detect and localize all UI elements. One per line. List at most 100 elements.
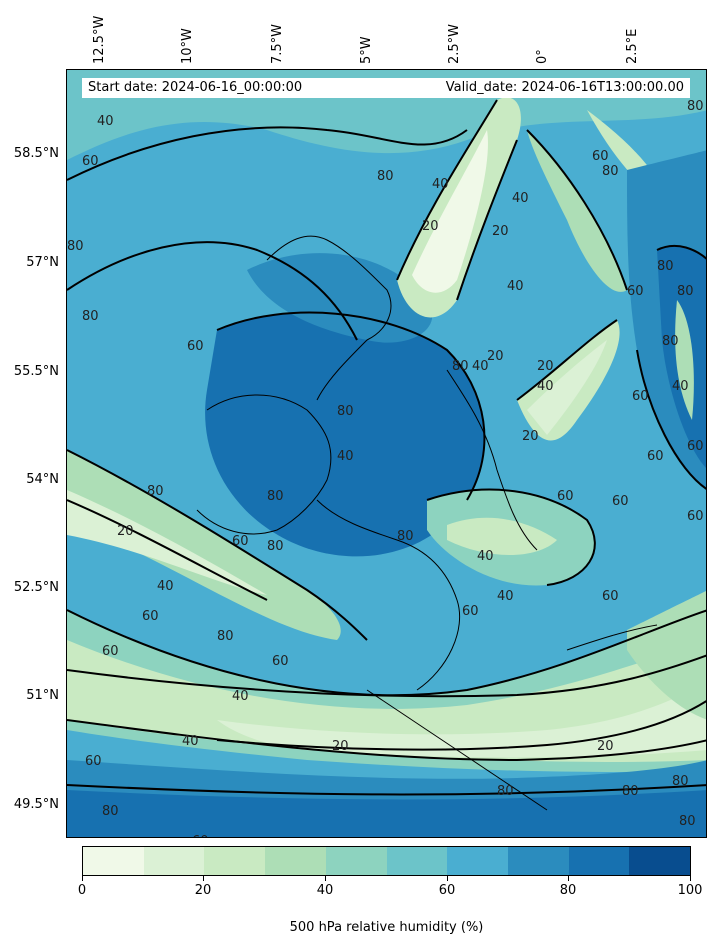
contour-label: 80 — [602, 164, 619, 179]
contour-label: 40 — [157, 579, 174, 594]
contour-label: 20 — [537, 359, 554, 374]
valid-date-label: Valid_date: 2024-06-16T13:00:00.00 — [445, 80, 684, 95]
colorbar-swatch — [204, 847, 266, 875]
colorbar-tick-label: 60 — [438, 883, 456, 898]
longitude-label: 7.5°W — [270, 23, 285, 64]
colorbar-tick-label: 40 — [316, 883, 334, 898]
contour-label: 60 — [272, 654, 289, 669]
contour-label: 60 — [557, 489, 574, 504]
contour-label: 80 — [67, 239, 84, 254]
contour-label: 80 — [397, 529, 414, 544]
latitude-label: 49.5°N — [13, 797, 59, 812]
contour-label: 60 — [592, 149, 609, 164]
contour-label: 60 — [82, 154, 99, 169]
contour-label: 80 — [267, 489, 284, 504]
contour-label: 40 — [512, 191, 529, 206]
contour-label: 60 — [602, 589, 619, 604]
contour-label: 40 — [432, 177, 449, 192]
colorbar-tick — [568, 876, 569, 881]
colorbar-tick — [82, 876, 83, 881]
contour-label: 20 — [422, 219, 439, 234]
contour-label: 20 — [117, 524, 134, 539]
longitude-label: 2.5°E — [625, 28, 640, 64]
colorbar-title: 500 hPa relative humidity (%) — [289, 920, 484, 935]
colorbar-tick-label: 0 — [77, 883, 87, 898]
contour-label: 40 — [537, 379, 554, 394]
contour-label: 40 — [477, 549, 494, 564]
contour-label: 40 — [472, 359, 489, 374]
contour-label: 20 — [522, 429, 539, 444]
latitude-label: 54°N — [26, 472, 59, 487]
latitude-label: 52.5°N — [13, 580, 59, 595]
contour-label: 20 — [487, 349, 504, 364]
colorbar-swatch — [629, 847, 691, 875]
contour-label: 60 — [102, 644, 119, 659]
contour-label: 60 — [687, 509, 704, 524]
longitude-label: 10°W — [180, 28, 195, 64]
contour-label: 80 — [267, 539, 284, 554]
contour-label: 40 — [672, 379, 689, 394]
colorbar-swatch — [568, 847, 630, 875]
latitude-label: 58.5°N — [13, 146, 59, 161]
colorbar-tick-label: 100 — [677, 883, 703, 898]
colorbar-swatch — [83, 847, 144, 875]
contour-label: 80 — [622, 784, 639, 799]
colorbar-swatch — [265, 847, 326, 875]
contour-label: 40 — [507, 279, 524, 294]
contour-label: 80 — [147, 484, 164, 499]
colorbar-swatch — [325, 847, 387, 875]
start-date-label: Start date: 2024-06-16_00:00:00 — [88, 80, 303, 95]
longitude-label: 2.5°W — [447, 23, 462, 64]
contour-label: 60 — [647, 449, 664, 464]
contour-label: 80 — [102, 804, 119, 819]
contour-label: 80 — [452, 359, 469, 374]
contour-labels: 40 60 80 80 60 20 40 40 80 60 80 80 80 4… — [67, 99, 704, 837]
contour-label: 40 — [97, 114, 114, 129]
contour-label: 80 — [677, 284, 694, 299]
contour-label: 60 — [187, 339, 204, 354]
latitude-label: 55.5°N — [13, 364, 59, 379]
contour-label: 80 — [82, 309, 99, 324]
longitude-label: 5°W — [359, 36, 374, 64]
contour-label: 40 — [232, 689, 249, 704]
contour-label: 60 — [85, 754, 102, 769]
contour-label: 40 — [337, 449, 354, 464]
longitude-label: 0° — [535, 49, 550, 64]
contour-label: 20 — [492, 224, 509, 239]
contour-label: 40 — [497, 589, 514, 604]
colorbar-tick-label: 20 — [194, 883, 212, 898]
colorbar-swatch — [507, 847, 569, 875]
colorbar-swatch — [386, 847, 448, 875]
contour-label: 60 — [142, 609, 159, 624]
contour-label: 80 — [679, 814, 696, 829]
info-bar: Start date: 2024-06-16_00:00:00 Valid_da… — [82, 78, 690, 98]
contour-label: 80 — [687, 99, 704, 114]
contour-label: 60 — [632, 389, 649, 404]
colorbar-tick — [690, 876, 691, 881]
contour-label: 20 — [597, 739, 614, 754]
contour-label: 80 — [657, 259, 674, 274]
colorbar-tick-label: 80 — [559, 883, 577, 898]
colorbar — [82, 846, 691, 876]
colorbar-tick — [203, 876, 204, 881]
contour-label: 80 — [497, 784, 514, 799]
contour-label: 80 — [217, 629, 234, 644]
map-panel: 40 60 80 80 60 20 40 40 80 60 80 80 80 4… — [66, 69, 707, 838]
contour-label: 80 — [672, 774, 689, 789]
colorbar-swatch — [447, 847, 508, 875]
colorbar-tick — [447, 876, 448, 881]
contour-label: 20 — [332, 739, 349, 754]
colorbar-tick — [325, 876, 326, 881]
contour-label: 80 — [377, 169, 394, 184]
contour-label: 80 — [662, 334, 679, 349]
contour-label: 60 — [462, 604, 479, 619]
latitude-label: 57°N — [26, 255, 59, 270]
contour-label: 60 — [232, 534, 249, 549]
contour-label: 40 — [182, 734, 199, 749]
contour-label: 60 — [627, 284, 644, 299]
contour-label: 80 — [337, 404, 354, 419]
longitude-label: 12.5°W — [92, 15, 107, 64]
contour-label: 60 — [612, 494, 629, 509]
colorbar-swatch — [143, 847, 205, 875]
contour-label: 60 — [687, 439, 704, 454]
